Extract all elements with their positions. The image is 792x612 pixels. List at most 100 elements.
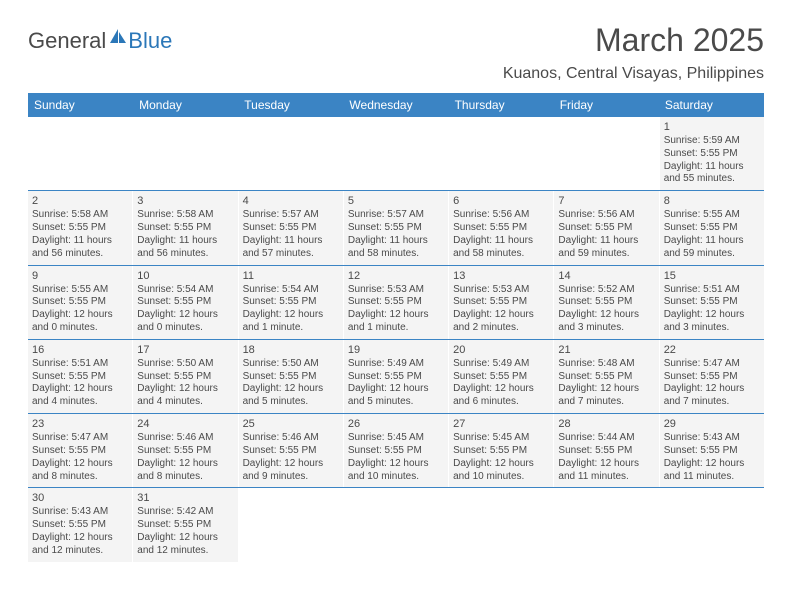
day-cell: 27Sunrise: 5:45 AMSunset: 5:55 PMDayligh… bbox=[449, 414, 554, 487]
sunset-text: Sunset: 5:55 PM bbox=[453, 371, 549, 384]
week-row: 1Sunrise: 5:59 AMSunset: 5:55 PMDaylight… bbox=[28, 117, 764, 191]
daylight-text: Daylight: 12 hours and 8 minutes. bbox=[137, 458, 233, 484]
day-number: 26 bbox=[348, 417, 444, 431]
day-number: 12 bbox=[348, 269, 444, 283]
sunrise-text: Sunrise: 5:56 AM bbox=[453, 209, 549, 222]
day-number: 1 bbox=[664, 120, 760, 134]
daylight-text: Daylight: 12 hours and 4 minutes. bbox=[137, 383, 233, 409]
month-title: March 2025 bbox=[503, 22, 764, 59]
daylight-text: Daylight: 12 hours and 11 minutes. bbox=[664, 458, 760, 484]
daylight-text: Daylight: 12 hours and 5 minutes. bbox=[243, 383, 339, 409]
sunset-text: Sunset: 5:55 PM bbox=[664, 222, 760, 235]
daylight-text: Daylight: 11 hours and 56 minutes. bbox=[32, 235, 128, 261]
day-number: 2 bbox=[32, 194, 128, 208]
sunrise-text: Sunrise: 5:55 AM bbox=[664, 209, 760, 222]
page: General Blue March 2025 Kuanos, Central … bbox=[0, 0, 792, 562]
day-number: 14 bbox=[558, 269, 654, 283]
sunrise-text: Sunrise: 5:48 AM bbox=[558, 358, 654, 371]
day-number: 29 bbox=[664, 417, 760, 431]
sunset-text: Sunset: 5:55 PM bbox=[243, 445, 339, 458]
sunrise-text: Sunrise: 5:52 AM bbox=[558, 284, 654, 297]
daylight-text: Daylight: 12 hours and 11 minutes. bbox=[558, 458, 654, 484]
day-cell: 31Sunrise: 5:42 AMSunset: 5:55 PMDayligh… bbox=[133, 488, 238, 561]
daylight-text: Daylight: 12 hours and 6 minutes. bbox=[453, 383, 549, 409]
day-cell bbox=[554, 488, 659, 561]
daylight-text: Daylight: 12 hours and 1 minute. bbox=[243, 309, 339, 335]
daylight-text: Daylight: 11 hours and 59 minutes. bbox=[558, 235, 654, 261]
day-number: 4 bbox=[243, 194, 339, 208]
sunrise-text: Sunrise: 5:54 AM bbox=[243, 284, 339, 297]
sunrise-text: Sunrise: 5:44 AM bbox=[558, 432, 654, 445]
day-number: 7 bbox=[558, 194, 654, 208]
sunrise-text: Sunrise: 5:46 AM bbox=[243, 432, 339, 445]
day-cell: 22Sunrise: 5:47 AMSunset: 5:55 PMDayligh… bbox=[660, 340, 764, 413]
logo-text-blue: Blue bbox=[128, 28, 172, 54]
sunrise-text: Sunrise: 5:45 AM bbox=[453, 432, 549, 445]
day-cell: 4Sunrise: 5:57 AMSunset: 5:55 PMDaylight… bbox=[239, 191, 344, 264]
daylight-text: Daylight: 11 hours and 55 minutes. bbox=[664, 161, 760, 187]
day-number: 3 bbox=[137, 194, 233, 208]
day-number: 18 bbox=[243, 343, 339, 357]
day-cell: 16Sunrise: 5:51 AMSunset: 5:55 PMDayligh… bbox=[28, 340, 133, 413]
day-number: 24 bbox=[137, 417, 233, 431]
day-cell: 14Sunrise: 5:52 AMSunset: 5:55 PMDayligh… bbox=[554, 266, 659, 339]
sunrise-text: Sunrise: 5:56 AM bbox=[558, 209, 654, 222]
day-number: 19 bbox=[348, 343, 444, 357]
daylight-text: Daylight: 12 hours and 9 minutes. bbox=[243, 458, 339, 484]
sunrise-text: Sunrise: 5:42 AM bbox=[137, 506, 233, 519]
weekday-label: Saturday bbox=[659, 93, 764, 117]
sunset-text: Sunset: 5:55 PM bbox=[453, 222, 549, 235]
daylight-text: Daylight: 12 hours and 7 minutes. bbox=[558, 383, 654, 409]
day-cell: 8Sunrise: 5:55 AMSunset: 5:55 PMDaylight… bbox=[660, 191, 764, 264]
day-number: 20 bbox=[453, 343, 549, 357]
sunset-text: Sunset: 5:55 PM bbox=[664, 445, 760, 458]
sunrise-text: Sunrise: 5:53 AM bbox=[348, 284, 444, 297]
day-cell: 2Sunrise: 5:58 AMSunset: 5:55 PMDaylight… bbox=[28, 191, 133, 264]
week-row: 23Sunrise: 5:47 AMSunset: 5:55 PMDayligh… bbox=[28, 414, 764, 488]
sunrise-text: Sunrise: 5:49 AM bbox=[453, 358, 549, 371]
day-cell bbox=[133, 117, 238, 190]
day-number: 25 bbox=[243, 417, 339, 431]
day-number: 9 bbox=[32, 269, 128, 283]
day-cell bbox=[449, 488, 554, 561]
sunrise-text: Sunrise: 5:55 AM bbox=[32, 284, 128, 297]
sunrise-text: Sunrise: 5:43 AM bbox=[664, 432, 760, 445]
day-cell: 5Sunrise: 5:57 AMSunset: 5:55 PMDaylight… bbox=[344, 191, 449, 264]
day-number: 30 bbox=[32, 491, 128, 505]
sunset-text: Sunset: 5:55 PM bbox=[32, 296, 128, 309]
daylight-text: Daylight: 12 hours and 12 minutes. bbox=[137, 532, 233, 558]
sunrise-text: Sunrise: 5:47 AM bbox=[664, 358, 760, 371]
day-cell: 28Sunrise: 5:44 AMSunset: 5:55 PMDayligh… bbox=[554, 414, 659, 487]
sunset-text: Sunset: 5:55 PM bbox=[137, 445, 233, 458]
sunset-text: Sunset: 5:55 PM bbox=[348, 371, 444, 384]
sunset-text: Sunset: 5:55 PM bbox=[348, 445, 444, 458]
day-number: 28 bbox=[558, 417, 654, 431]
daylight-text: Daylight: 12 hours and 7 minutes. bbox=[664, 383, 760, 409]
sunset-text: Sunset: 5:55 PM bbox=[664, 148, 760, 161]
day-cell bbox=[239, 117, 344, 190]
header: General Blue March 2025 Kuanos, Central … bbox=[28, 22, 764, 83]
day-cell: 30Sunrise: 5:43 AMSunset: 5:55 PMDayligh… bbox=[28, 488, 133, 561]
location: Kuanos, Central Visayas, Philippines bbox=[503, 65, 764, 83]
day-cell: 3Sunrise: 5:58 AMSunset: 5:55 PMDaylight… bbox=[133, 191, 238, 264]
day-cell: 20Sunrise: 5:49 AMSunset: 5:55 PMDayligh… bbox=[449, 340, 554, 413]
day-cell: 25Sunrise: 5:46 AMSunset: 5:55 PMDayligh… bbox=[239, 414, 344, 487]
daylight-text: Daylight: 11 hours and 56 minutes. bbox=[137, 235, 233, 261]
weekday-label: Tuesday bbox=[238, 93, 343, 117]
daylight-text: Daylight: 11 hours and 58 minutes. bbox=[348, 235, 444, 261]
day-cell bbox=[344, 488, 449, 561]
week-row: 9Sunrise: 5:55 AMSunset: 5:55 PM Daylight… bbox=[28, 266, 764, 340]
sunrise-text: Sunrise: 5:58 AM bbox=[32, 209, 128, 222]
sunset-text: Sunset: 5:55 PM bbox=[243, 222, 339, 235]
day-cell bbox=[554, 117, 659, 190]
title-block: March 2025 Kuanos, Central Visayas, Phil… bbox=[503, 22, 764, 83]
daylight-text: Daylight: 12 hours and 4 minutes. bbox=[32, 383, 128, 409]
daylight-text: Daylight: 12 hours and 10 minutes. bbox=[453, 458, 549, 484]
day-number: 15 bbox=[664, 269, 760, 283]
daylight-text: Daylight: 11 hours and 59 minutes. bbox=[664, 235, 760, 261]
daylight-text: Daylight: 12 hours and 5 minutes. bbox=[348, 383, 444, 409]
weeks-container: 1Sunrise: 5:59 AMSunset: 5:55 PMDaylight… bbox=[28, 117, 764, 562]
day-number: 11 bbox=[243, 269, 339, 283]
day-number: 27 bbox=[453, 417, 549, 431]
daylight-text: Daylight: 12 hours and 10 minutes. bbox=[348, 458, 444, 484]
